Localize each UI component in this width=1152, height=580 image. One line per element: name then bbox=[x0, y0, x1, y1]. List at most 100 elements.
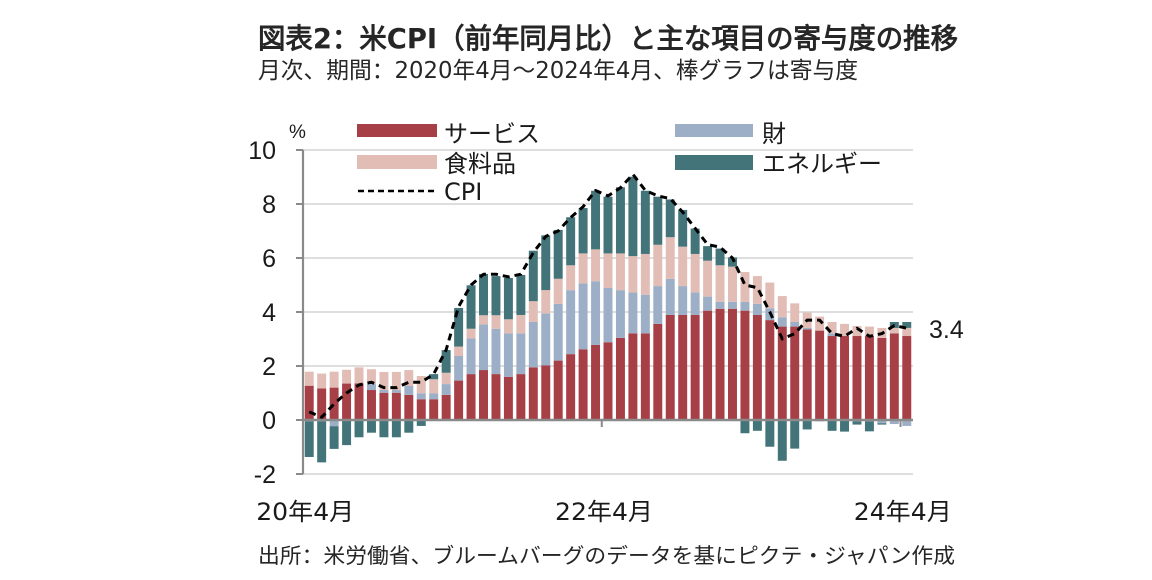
bar-services-2022-10 bbox=[678, 314, 688, 420]
bar-services-2023-12 bbox=[852, 336, 862, 420]
bar-energy-2022-07 bbox=[640, 190, 650, 254]
bar-food-2023-12 bbox=[852, 326, 862, 337]
bar-food-2021-04 bbox=[454, 346, 464, 357]
cpi-line bbox=[308, 172, 908, 419]
bar-energy-2021-09 bbox=[516, 275, 526, 315]
bar-goods-2022-02 bbox=[578, 283, 588, 350]
x-tick-label: 22年4月 bbox=[555, 498, 653, 526]
bar-goods-2022-09 bbox=[665, 278, 675, 315]
bar-energy-2021-11 bbox=[541, 235, 551, 291]
bar-energy-2022-11 bbox=[690, 228, 700, 254]
bar-services-2023-05 bbox=[765, 320, 775, 420]
bar-energy-2022-12 bbox=[703, 246, 713, 261]
bar-goods-2022-10 bbox=[678, 286, 688, 315]
bar-energy-2023-08 bbox=[802, 420, 812, 430]
y-tick-labels: -2 0 2 4 6 8 10 bbox=[248, 137, 276, 489]
bar-food-2020-06 bbox=[329, 371, 339, 388]
bar-energy-2022-08 bbox=[653, 196, 663, 245]
bar-services-2024-01 bbox=[864, 336, 874, 420]
bar-food-2021-07 bbox=[491, 315, 501, 329]
bar-services-2020-08 bbox=[354, 383, 364, 420]
bar-food-2020-12 bbox=[404, 370, 414, 386]
bar-food-2023-11 bbox=[840, 323, 850, 337]
legend-swatch-food bbox=[357, 155, 437, 169]
bar-energy-2021-04 bbox=[454, 307, 464, 347]
bar-food-2022-01 bbox=[566, 265, 576, 291]
bar-food-2024-01 bbox=[864, 326, 874, 337]
bar-services-2023-02 bbox=[728, 308, 737, 420]
bar-food-2022-08 bbox=[653, 244, 663, 287]
bar-food-2022-03 bbox=[591, 249, 601, 282]
bar-energy-2020-07 bbox=[342, 420, 352, 446]
bar-goods-2023-08 bbox=[802, 327, 812, 330]
chart-subtitle: 月次、期間：2020年4月～2024年4月、棒グラフは寄与度 bbox=[258, 58, 858, 84]
bar-services-2023-06 bbox=[777, 326, 787, 420]
bar-services-2021-12 bbox=[553, 360, 563, 420]
bar-services-2020-12 bbox=[404, 394, 414, 420]
bar-food-2021-03 bbox=[441, 372, 451, 385]
bar-services-2023-08 bbox=[802, 329, 812, 420]
bar-energy-2020-10 bbox=[379, 420, 389, 438]
legend-item-energy: エネルギー bbox=[675, 150, 882, 178]
bar-goods-2022-05 bbox=[615, 290, 625, 338]
bar-services-2023-11 bbox=[840, 336, 850, 420]
axes bbox=[296, 149, 913, 475]
bar-goods-2021-12 bbox=[553, 303, 563, 361]
bar-goods-2023-10 bbox=[827, 333, 837, 337]
bar-energy-2022-09 bbox=[665, 199, 675, 238]
bar-food-2022-09 bbox=[665, 237, 675, 279]
bar-goods-2022-06 bbox=[628, 292, 638, 334]
bar-goods-2022-08 bbox=[653, 286, 663, 324]
bar-goods-2023-07 bbox=[790, 321, 800, 327]
bar-services-2021-05 bbox=[466, 374, 476, 420]
bar-goods-2021-11 bbox=[541, 313, 551, 366]
bar-goods-2023-03 bbox=[740, 301, 750, 311]
bar-services-2020-06 bbox=[329, 387, 339, 420]
bar-services-2020-09 bbox=[366, 390, 376, 420]
bar-services-2023-10 bbox=[827, 336, 837, 420]
bar-energy-2022-02 bbox=[578, 208, 588, 254]
x-tick-label: 24年4月 bbox=[854, 498, 952, 526]
bar-services-2021-09 bbox=[516, 374, 526, 420]
y-tick-label: 6 bbox=[262, 245, 276, 273]
bar-food-2023-03 bbox=[740, 272, 750, 302]
x-tick-label: 20年4月 bbox=[256, 498, 354, 526]
legend-item-cpi: CPI bbox=[358, 178, 482, 206]
bar-energy-2023-02 bbox=[728, 257, 737, 267]
bar-energy-2022-04 bbox=[603, 196, 613, 254]
bar-food-2021-06 bbox=[479, 315, 488, 325]
bar-energy-2023-06 bbox=[777, 420, 787, 461]
bar-services-2020-10 bbox=[379, 392, 389, 420]
bar-food-2024-04 bbox=[902, 327, 912, 337]
bar-energy-2021-10 bbox=[528, 250, 538, 302]
bar-food-2022-02 bbox=[578, 253, 588, 284]
bar-food-2023-06 bbox=[777, 296, 787, 318]
bar-food-2020-07 bbox=[342, 369, 352, 384]
bar-energy-2023-05 bbox=[765, 420, 775, 447]
bar-food-2021-02 bbox=[429, 379, 439, 394]
bar-goods-2020-09 bbox=[366, 384, 376, 391]
bar-food-2020-05 bbox=[317, 373, 327, 389]
bar-services-2021-11 bbox=[541, 365, 551, 420]
bar-services-2022-01 bbox=[566, 354, 576, 420]
bar-energy-2021-08 bbox=[503, 277, 513, 320]
bar-food-2022-06 bbox=[628, 256, 638, 293]
cpi-line-series bbox=[308, 172, 908, 419]
bar-energy-2021-12 bbox=[553, 229, 563, 279]
bar-energy-2022-06 bbox=[628, 176, 638, 257]
bar-services-2022-09 bbox=[665, 314, 675, 420]
bar-energy-2021-05 bbox=[466, 285, 476, 329]
bar-energy-2021-02 bbox=[429, 374, 439, 380]
bar-food-2023-05 bbox=[765, 282, 775, 309]
bar-goods-2022-01 bbox=[566, 290, 576, 355]
bar-services-2020-04 bbox=[304, 385, 314, 420]
bar-goods-2022-03 bbox=[591, 281, 601, 345]
bar-energy-2020-12 bbox=[404, 420, 414, 433]
bar-food-2020-09 bbox=[366, 369, 376, 385]
bar-energy-2022-01 bbox=[566, 217, 576, 266]
y-tick-label: 2 bbox=[262, 353, 276, 381]
legend-item-services: サービス bbox=[357, 120, 540, 148]
bar-goods-2023-01 bbox=[715, 301, 725, 309]
bar-goods-2020-12 bbox=[404, 385, 414, 395]
bar-services-2022-07 bbox=[640, 333, 650, 420]
